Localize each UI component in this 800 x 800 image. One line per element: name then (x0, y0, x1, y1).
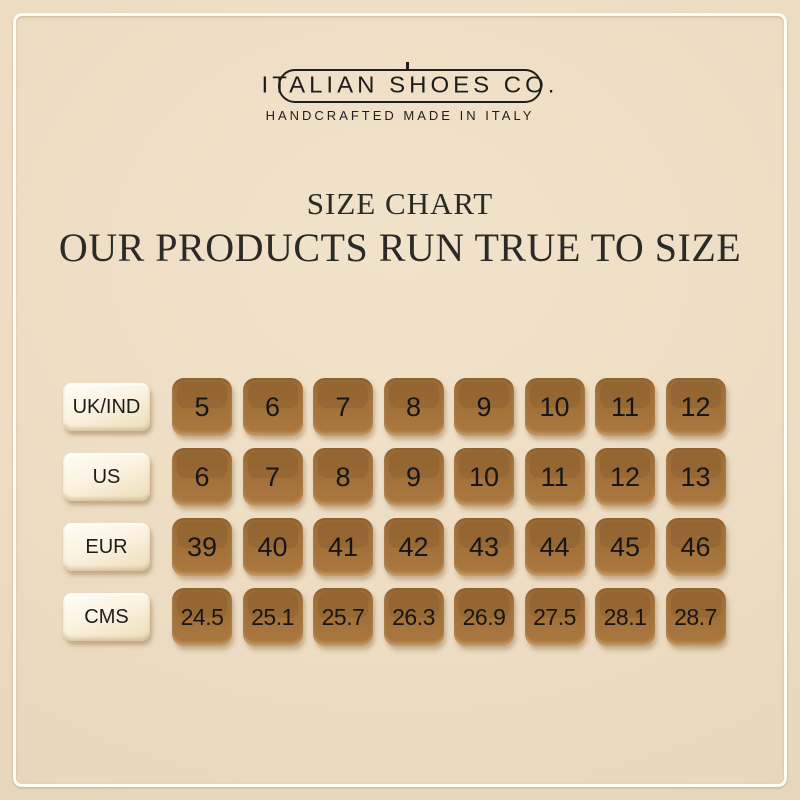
size-cell-value: 26.3 (392, 603, 435, 630)
size-cell: 8 (383, 378, 444, 436)
size-cell: 24.5 (172, 588, 232, 646)
size-cell: 5 (172, 378, 232, 436)
size-cell: 42 (383, 518, 444, 576)
size-cell-value: 28.1 (603, 603, 647, 630)
size-cell: 13 (665, 448, 726, 506)
size-cell-value: 7 (335, 391, 351, 422)
size-cell-value: 6 (264, 391, 281, 422)
size-cell: 10 (454, 448, 514, 506)
size-cell-value: 41 (327, 531, 359, 562)
size-cell-value: 9 (405, 461, 422, 492)
size-cell-value: 8 (405, 391, 422, 422)
size-cell: 11 (595, 378, 655, 436)
size-cell: 25.1 (242, 588, 303, 646)
size-cell: 10 (524, 378, 585, 436)
size-cell-value: 12 (609, 461, 641, 492)
size-cell: 11 (524, 448, 585, 506)
size-table-row: UK/IND 5 6 7 8 9 10 11 12 (63, 378, 736, 436)
size-cell: 7 (242, 448, 303, 506)
size-cell: 46 (665, 518, 726, 576)
size-cell: 8 (313, 448, 373, 506)
size-cell-value: 24.5 (180, 603, 224, 630)
brand-tagline: HANDCRAFTED MADE IN ITALY (265, 108, 535, 123)
size-cell-value: 10 (468, 461, 500, 492)
size-cell: 7 (313, 378, 373, 436)
size-cell: 27.5 (524, 588, 585, 646)
row-header-cell: CMS (63, 593, 150, 641)
row-header-cell: EUR (63, 523, 150, 571)
size-cell: 12 (595, 448, 655, 506)
size-table-row: US 6 7 8 9 10 11 12 13 (63, 448, 736, 506)
size-cell-value: 25.7 (321, 603, 365, 630)
size-cell-value: 43 (468, 531, 500, 562)
size-cell-value: 7 (264, 461, 281, 492)
size-cell-value: 10 (539, 391, 570, 422)
size-cell-value: 8 (335, 461, 351, 492)
size-cell-value: 12 (680, 391, 711, 422)
size-cell: 9 (454, 378, 514, 436)
row-header-cell: US (63, 453, 150, 501)
page-title: SIZE CHART (306, 186, 494, 221)
size-cell-value: 11 (540, 461, 569, 492)
size-cell-value: 6 (194, 461, 210, 492)
size-cell: 28.1 (595, 588, 655, 646)
size-cell: 43 (454, 518, 514, 576)
size-cell-value: 44 (539, 531, 570, 562)
size-cell: 6 (242, 378, 303, 436)
size-cell-value: 11 (610, 391, 640, 422)
row-header-cell: UK/IND (63, 383, 150, 431)
size-cell-value: 39 (186, 531, 218, 562)
size-cell-value: 5 (194, 391, 210, 422)
size-cell-value: 40 (257, 531, 288, 562)
size-cell-value: 13 (680, 461, 711, 492)
logo-tick-mark (406, 62, 409, 70)
size-cell-value: 27.5 (533, 603, 576, 630)
size-cell: 6 (172, 448, 232, 506)
page-subtitle: OUR PRODUCTS RUN TRUE TO SIZE (58, 225, 742, 270)
size-cell-value: 28.7 (674, 603, 717, 630)
size-cell: 12 (665, 378, 726, 436)
size-cell: 39 (172, 518, 232, 576)
size-cell: 40 (242, 518, 303, 576)
size-table-row: EUR 39 40 41 42 43 44 45 46 (63, 518, 736, 576)
size-cell: 45 (595, 518, 655, 576)
brand-logo: ITALIAN SHOES CO. (262, 69, 554, 103)
size-cell-value: 26.9 (462, 603, 506, 630)
size-cell-value: 9 (476, 391, 492, 422)
size-cell: 9 (383, 448, 444, 506)
size-cell: 26.3 (383, 588, 444, 646)
size-cell: 28.7 (665, 588, 726, 646)
brand-name: ITALIAN SHOES CO. (261, 72, 559, 99)
size-cell-value: 45 (609, 531, 641, 562)
size-table-row: CMS 24.5 25.1 25.7 26.3 26.9 27.5 28.1 28.7 (63, 588, 736, 646)
size-cell-value: 25.1 (251, 603, 294, 630)
size-cell: 44 (524, 518, 585, 576)
size-cell: 41 (313, 518, 373, 576)
size-cell-value: 42 (398, 531, 429, 562)
size-cell: 25.7 (313, 588, 373, 646)
size-cell: 26.9 (454, 588, 514, 646)
size-cell-value: 46 (680, 531, 711, 562)
size-table: UK/IND 5 6 7 8 9 10 11 12 US 6 7 8 9 10 11 12 13 EUR 39 40 41… (63, 378, 736, 658)
